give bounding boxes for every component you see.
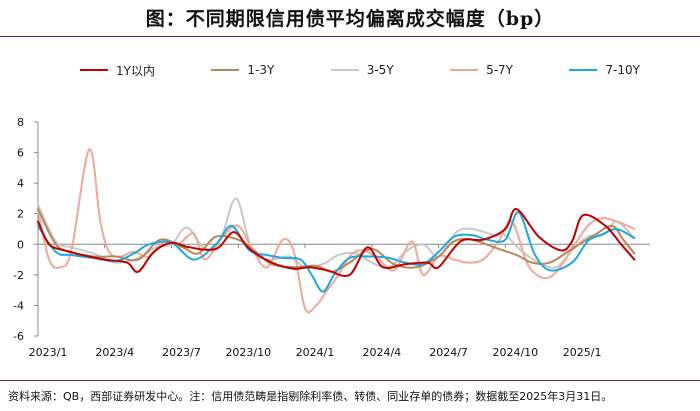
- legend-item-3-5y[interactable]: 3-5Y: [330, 63, 394, 77]
- x-tick-label: 2023/10: [225, 346, 271, 359]
- bottom-rule: [0, 380, 700, 381]
- top-rule: [0, 36, 700, 37]
- y-tick-label: 6: [17, 147, 24, 160]
- legend-item-1y[interactable]: 1Y以内: [80, 62, 155, 79]
- x-tick-label: 2023/4: [95, 346, 134, 359]
- legend-label-5-7y: 5-7Y: [486, 63, 513, 77]
- legend-swatch-7-10y: [569, 69, 598, 71]
- x-tick-label: 2024/1: [296, 346, 335, 359]
- legend-swatch-1-3y: [211, 69, 240, 71]
- series-line-5-7y: [37, 148, 636, 314]
- x-tick-label: 2023/7: [162, 346, 201, 359]
- x-tick-label: 2024/7: [429, 346, 468, 359]
- legend-swatch-5-7y: [450, 69, 479, 71]
- y-tick-label: -6: [13, 330, 24, 343]
- y-tick-label: -4: [13, 299, 24, 312]
- legend-label-3-5y: 3-5Y: [366, 63, 394, 77]
- x-tick-label: 2024/4: [362, 346, 401, 359]
- legend-swatch-1y: [80, 69, 108, 71]
- legend-swatch-3-5y: [330, 69, 359, 71]
- legend-item-5-7y[interactable]: 5-7Y: [450, 63, 513, 77]
- series-line-1y: [37, 208, 636, 277]
- series-line-7-10y: [37, 211, 636, 293]
- chart-title: 图：不同期限信用债平均偏离成交幅度（bp）: [145, 8, 555, 30]
- legend-item-7-10y[interactable]: 7-10Y: [569, 63, 640, 77]
- legend-label-1-3y: 1-3Y: [247, 63, 275, 77]
- x-tick-label: 2024/10: [492, 346, 538, 359]
- x-tick-label: 2023/1: [29, 346, 68, 359]
- legend: 1Y以内 1-3Y 3-5Y 5-7Y 7-10Y: [80, 60, 640, 80]
- legend-item-1-3y[interactable]: 1-3Y: [211, 63, 274, 77]
- y-tick-label: 8: [17, 116, 24, 129]
- legend-label-1y: 1Y以内: [116, 63, 155, 78]
- series-line-1-3y: [37, 208, 636, 273]
- chart-plot: -6 -4 -2 0 2 4 6 8 2023/1 2023/4 2023/7 2023/10 2024…: [13, 116, 650, 359]
- source-note: 资料来源：QB，西部证券研发中心。注：信用债范畴是指剔除利率债、转债、同业存单的…: [8, 390, 613, 403]
- y-tick-label: 4: [17, 177, 24, 190]
- y-tick-label: -2: [13, 269, 24, 282]
- y-tick-label: 0: [17, 238, 24, 251]
- y-tick-label: 2: [17, 208, 24, 221]
- x-tick-label: 2025/1: [563, 346, 602, 359]
- legend-label-7-10y: 7-10Y: [605, 63, 640, 77]
